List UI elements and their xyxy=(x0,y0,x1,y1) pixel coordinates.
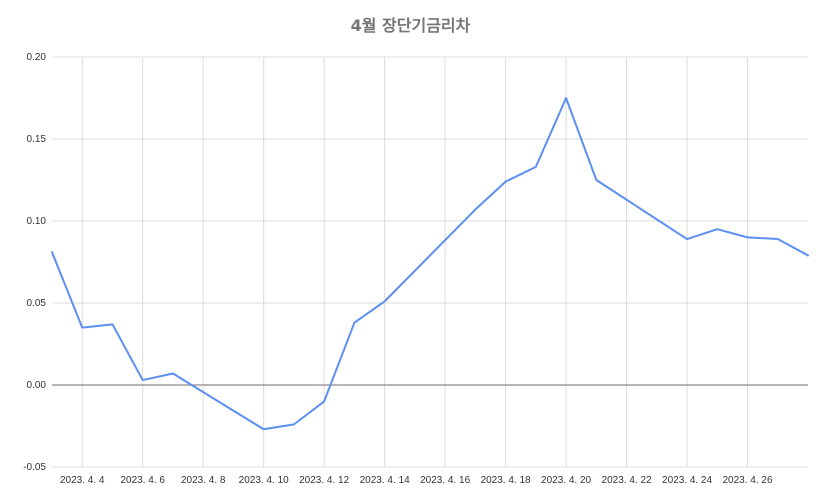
chart-title: 4월 장단기금리차 xyxy=(350,16,471,35)
y-tick-label: 0.20 xyxy=(27,52,47,63)
y-tick-label: 0.15 xyxy=(27,134,47,145)
x-tick-label: 2023. 4. 22 xyxy=(602,475,652,486)
y-tick-label: 0.05 xyxy=(27,298,47,309)
x-tick-label: 2023. 4. 26 xyxy=(722,475,772,486)
x-tick-label: 2023. 4. 18 xyxy=(481,475,531,486)
x-tick-label: 2023. 4. 4 xyxy=(60,475,105,486)
axis-layer: 0.20 0.15 0.10 0.05 0.00 -0.05 2023. 4. 4 2023.… xyxy=(23,52,808,486)
y-tick-label: -0.05 xyxy=(23,462,46,473)
grid-layer xyxy=(52,56,808,468)
x-tick-label: 2023. 4. 16 xyxy=(420,475,470,486)
series-line xyxy=(51,97,809,431)
y-tick-label: 0.10 xyxy=(27,216,47,227)
x-tick-label: 2023. 4. 24 xyxy=(662,475,712,486)
y-tick-label: 0.00 xyxy=(27,380,47,391)
x-tick-label: 2023. 4. 12 xyxy=(299,475,349,486)
x-tick-label: 2023. 4. 14 xyxy=(360,475,410,486)
x-tick-label: 2023. 4. 8 xyxy=(181,475,226,486)
x-tick-label: 2023. 4. 6 xyxy=(120,475,165,486)
series-layer xyxy=(51,97,809,431)
x-tick-label: 2023. 4. 10 xyxy=(239,475,289,486)
x-tick-label: 2023. 4. 20 xyxy=(541,475,591,486)
